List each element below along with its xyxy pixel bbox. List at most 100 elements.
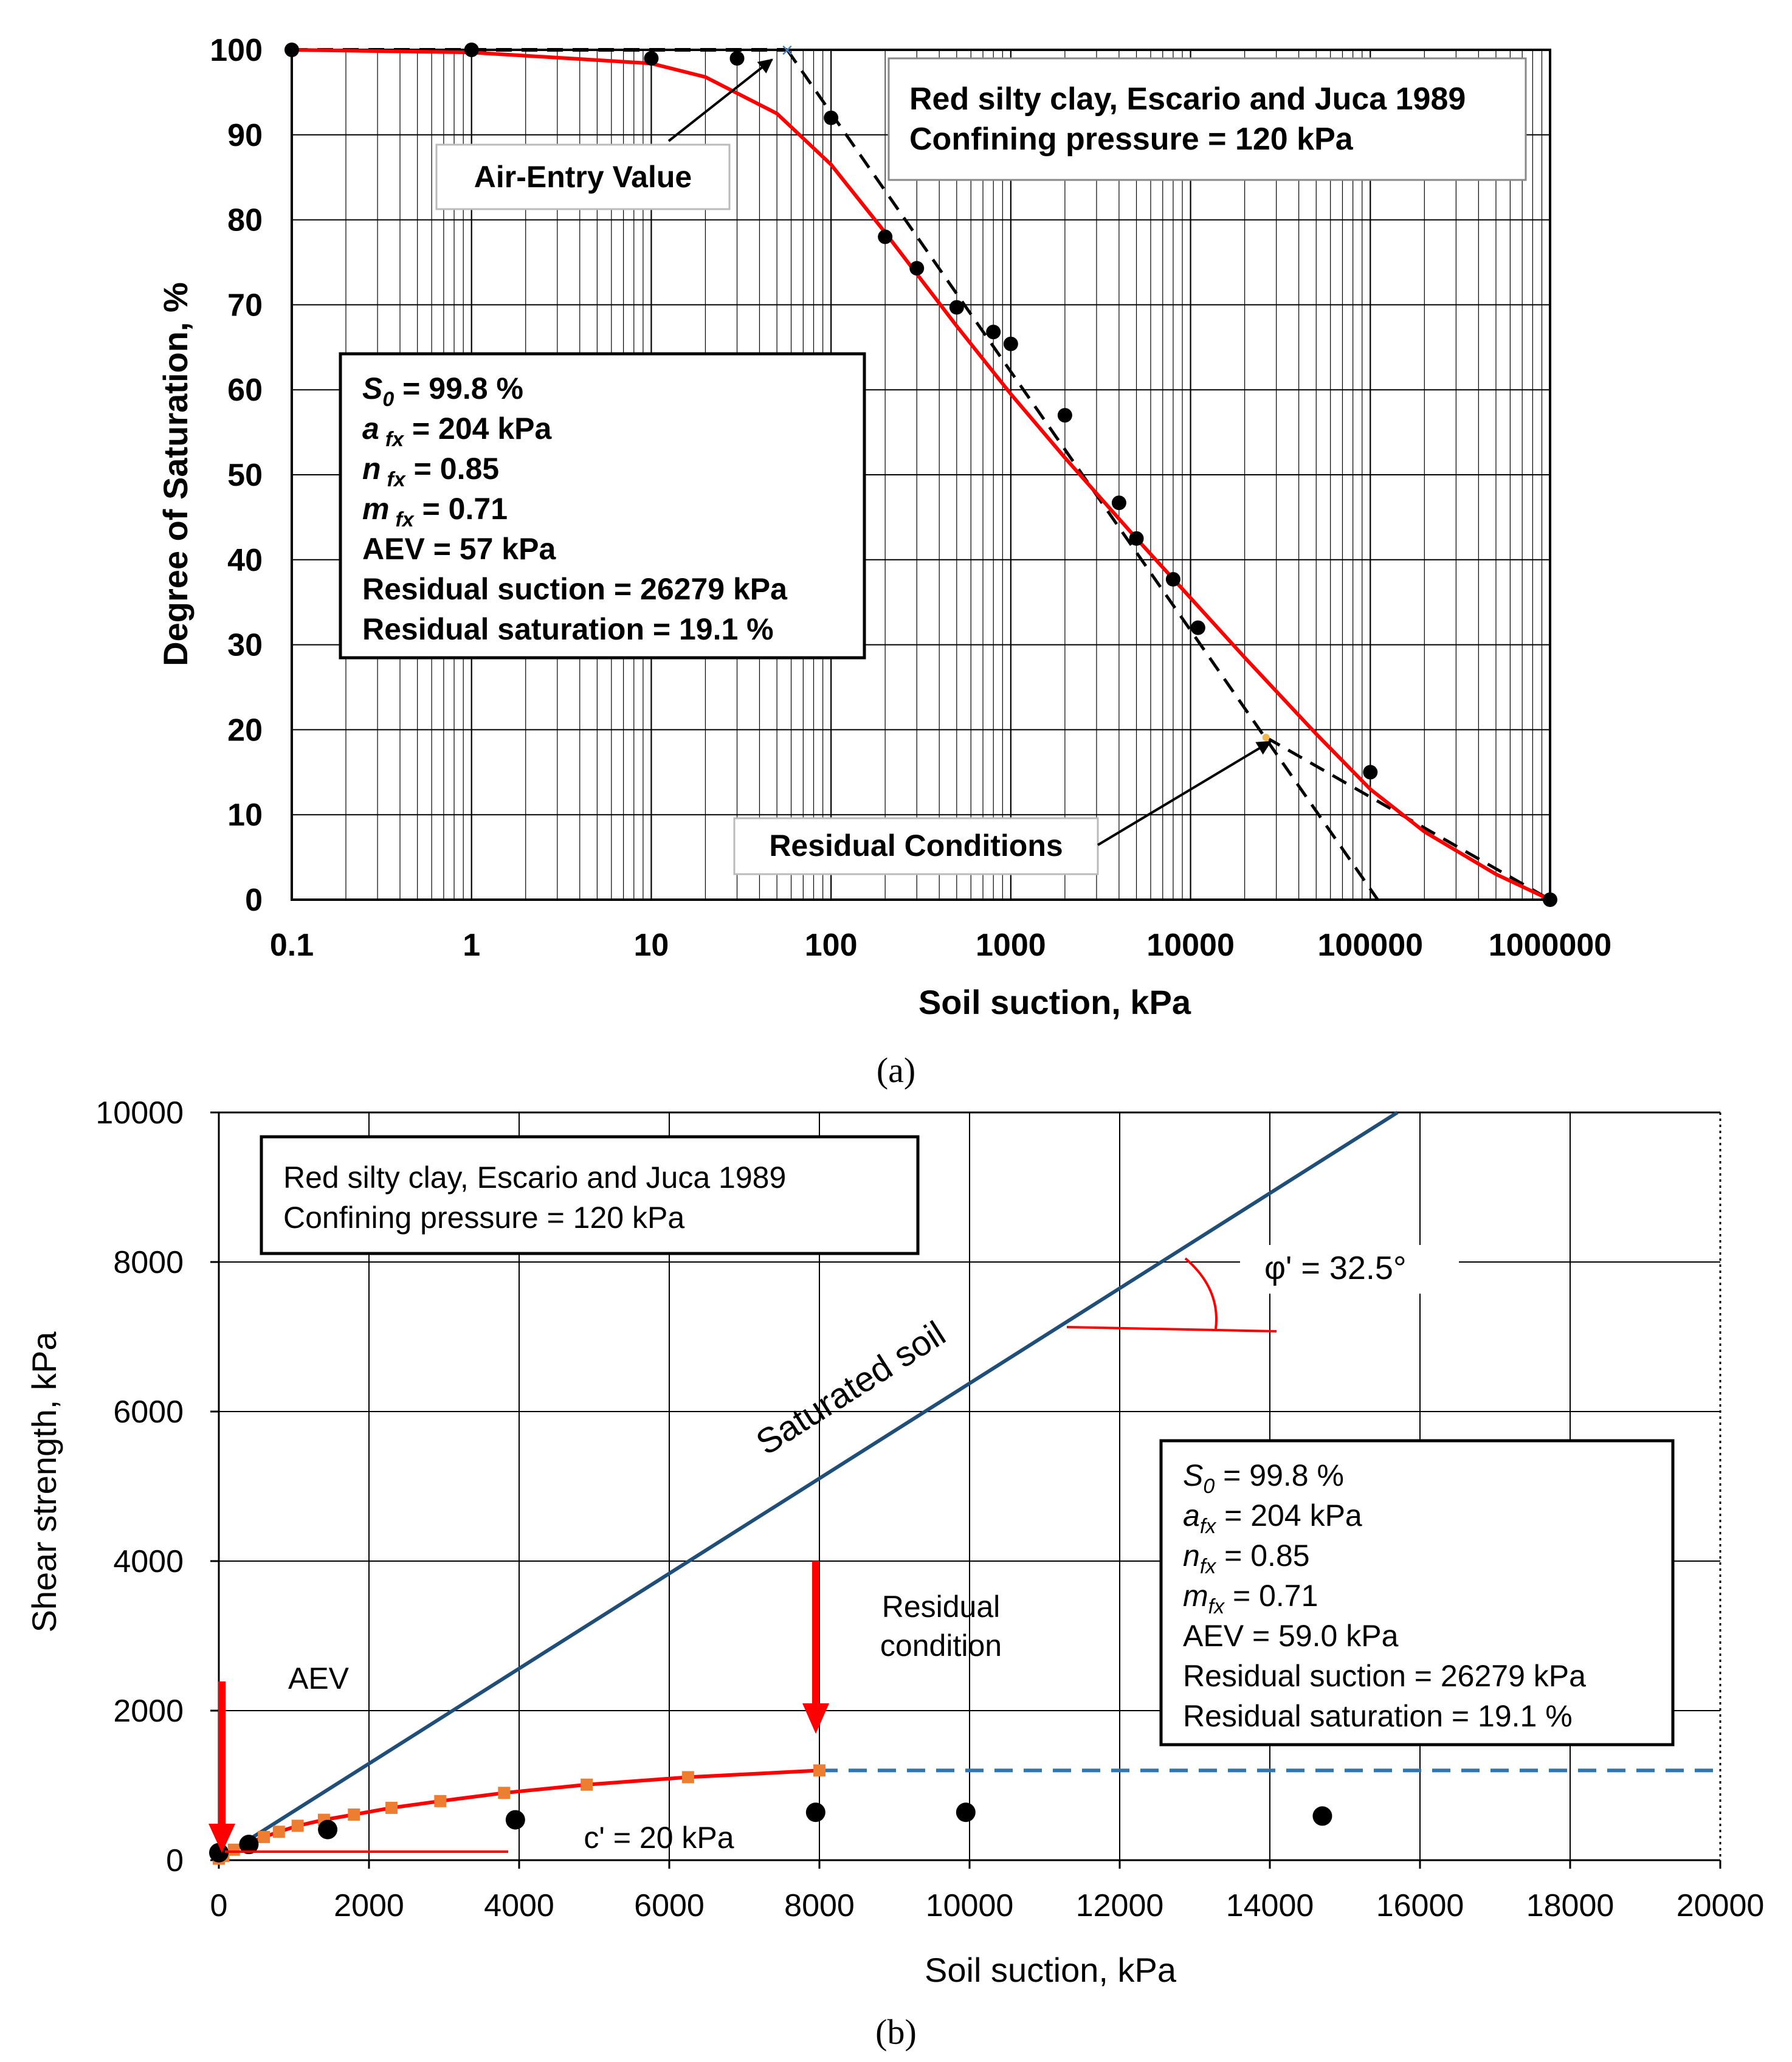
y-tick-label-a: 30 bbox=[227, 628, 263, 663]
aev-label: AEV bbox=[288, 1661, 350, 1695]
y-tick-label-b: 10000 bbox=[95, 1095, 184, 1131]
residual-label-box bbox=[733, 817, 1099, 875]
unsaturated-strength-marker bbox=[258, 1830, 271, 1843]
param-res-saturation-a: Residual saturation = 19.1 % bbox=[362, 612, 774, 646]
param-res-suction-b: Residual suction = 26279 kPa bbox=[1183, 1659, 1586, 1693]
phi-label: φ' = 32.5° bbox=[1264, 1250, 1407, 1286]
panel-label-b: (b) bbox=[875, 2012, 917, 2052]
residual-condition-label-2: condition bbox=[880, 1629, 1002, 1663]
x-tick-label-a: 1 bbox=[463, 928, 480, 963]
data-point-a bbox=[644, 50, 659, 66]
legend-box-b: Red silty clay, Escario and Juca 1989 Co… bbox=[260, 1135, 920, 1255]
param-box-a: S0 = 99.8 % a fx = 204 kPa n fx = 0.85 m fx… bbox=[339, 352, 866, 660]
unsaturated-strength-marker bbox=[434, 1795, 447, 1807]
air-entry-marker: × bbox=[781, 39, 793, 62]
x-tick-label-b: 12000 bbox=[1076, 1888, 1164, 1923]
legend-line-2-a: Confining pressure = 120 kPa bbox=[909, 122, 1354, 157]
cohesion-label: c' = 20 kPa bbox=[584, 1821, 734, 1855]
data-point-b bbox=[805, 1802, 825, 1822]
y-tick-label-b: 4000 bbox=[113, 1544, 184, 1579]
fit-curve-path-a bbox=[291, 48, 1551, 902]
special-points-a: × bbox=[781, 39, 1270, 741]
y-tick-label-a: 80 bbox=[227, 203, 263, 238]
panel-a: 0.1 1 10 100 1000 10000 100000 1000000 0 10 20 30 40… bbox=[156, 33, 1611, 1090]
data-point-b bbox=[1312, 1806, 1332, 1826]
phi-base-line bbox=[1066, 1326, 1277, 1333]
x-tick-label-a: 1000000 bbox=[1489, 928, 1611, 963]
x-tick-label-a: 0.1 bbox=[270, 928, 314, 963]
data-point-b bbox=[239, 1835, 259, 1855]
x-tick-label-b: 18000 bbox=[1526, 1888, 1615, 1923]
param-box-frame-a bbox=[339, 352, 866, 660]
fit-curve-a bbox=[291, 48, 1551, 902]
unsaturated-strength-marker bbox=[385, 1801, 398, 1814]
x-tick-label-a: 100 bbox=[805, 928, 858, 963]
residual-arrow-head bbox=[802, 1703, 829, 1734]
param-s0-b: S0 = 99.8 % bbox=[1183, 1458, 1344, 1498]
data-point-b bbox=[318, 1819, 338, 1840]
tangent-line-a-3 bbox=[785, 49, 1379, 901]
param-afx-b: afx = 204 kPa bbox=[1183, 1498, 1362, 1538]
x-tick-label-a: 10000 bbox=[1146, 928, 1235, 963]
residual-arrow bbox=[1097, 740, 1272, 846]
y-tick-label-a: 60 bbox=[227, 373, 263, 408]
data-point-a bbox=[824, 110, 839, 125]
param-res-saturation-b: Residual saturation = 19.1 % bbox=[1183, 1699, 1573, 1733]
y-tick-label-a: 10 bbox=[227, 798, 263, 833]
y-tick-label-a: 40 bbox=[227, 543, 263, 578]
data-point-b bbox=[505, 1810, 525, 1830]
y-tick-label-a: 100 bbox=[210, 33, 263, 68]
aev-arrow-shaft bbox=[218, 1681, 226, 1825]
air-entry-label: Air-Entry Value bbox=[474, 160, 692, 194]
param-mfx-b: mfx = 0.71 bbox=[1183, 1579, 1318, 1618]
param-nfx-b: nfx = 0.85 bbox=[1183, 1539, 1310, 1578]
data-point-a bbox=[1111, 495, 1126, 511]
x-tick-label-b: 0 bbox=[210, 1888, 228, 1923]
x-tick-label-b: 8000 bbox=[784, 1888, 855, 1923]
data-point-a bbox=[1003, 336, 1018, 351]
data-points-a bbox=[284, 43, 1557, 907]
data-point-b bbox=[956, 1802, 976, 1822]
residual-arrow-shaft bbox=[812, 1561, 819, 1705]
data-point-a bbox=[1129, 531, 1144, 546]
legend-line-2-b: Confining pressure = 120 kPa bbox=[283, 1201, 684, 1235]
residual-label: Residual Conditions bbox=[769, 829, 1063, 863]
x-tick-label-b: 16000 bbox=[1376, 1888, 1464, 1923]
y-tick-label-a: 20 bbox=[227, 712, 263, 748]
x-tick-label-b: 10000 bbox=[926, 1888, 1014, 1923]
y-tick-label-a: 90 bbox=[227, 118, 263, 153]
x-tick-label-b: 14000 bbox=[1226, 1888, 1314, 1923]
data-point-a bbox=[878, 229, 893, 244]
y-tick-label-b: 2000 bbox=[113, 1694, 184, 1729]
param-res-suction-a: Residual suction = 26279 kPa bbox=[362, 572, 788, 606]
param-aev-a: AEV = 57 kPa bbox=[362, 532, 556, 566]
unsaturated-strength-marker bbox=[348, 1808, 360, 1821]
phi-label-bg bbox=[1240, 1245, 1459, 1294]
x-axis-title-a: Soil suction, kPa bbox=[918, 983, 1191, 1021]
param-box-frame-b bbox=[1159, 1439, 1675, 1746]
x-tick-label-a: 1000 bbox=[976, 928, 1046, 963]
data-point-a bbox=[909, 261, 925, 276]
saturated-soil-line bbox=[218, 1111, 1399, 1861]
aev-red-arrow bbox=[208, 1681, 235, 1853]
legend-box-frame-a bbox=[887, 57, 1527, 181]
unsaturated-strength-marker bbox=[681, 1771, 694, 1784]
y-tick-label-b: 8000 bbox=[113, 1245, 184, 1280]
data-point-a bbox=[1543, 892, 1557, 907]
param-box-b: S0 = 99.8 % afx = 204 kPa nfx = 0.85 mfx… bbox=[1159, 1439, 1675, 1746]
x-tick-label-a: 100000 bbox=[1318, 928, 1424, 963]
unsaturated-strength-marker bbox=[227, 1843, 240, 1856]
legend-line-1-a: Red silty clay, Escario and Juca 1989 bbox=[909, 81, 1466, 117]
x-axis-title-b: Soil suction, kPa bbox=[925, 1951, 1177, 1989]
air-entry-label-box bbox=[435, 143, 731, 210]
residual-red-arrow bbox=[802, 1561, 829, 1734]
param-afx-a: a fx = 204 kPa bbox=[362, 412, 553, 451]
aev-arrow-head bbox=[208, 1824, 235, 1853]
y-axis-title-b: Shear strength, kPa bbox=[25, 1331, 63, 1633]
y-axis-title-a: Degree of Saturation, % bbox=[156, 282, 195, 666]
residual-annotation: Residual Conditions bbox=[733, 740, 1272, 875]
data-point-a bbox=[1165, 571, 1180, 587]
legend-line-1-b: Red silty clay, Escario and Juca 1989 bbox=[283, 1160, 786, 1195]
unsaturated-strength-marker bbox=[272, 1826, 285, 1838]
data-point-a bbox=[949, 300, 964, 315]
